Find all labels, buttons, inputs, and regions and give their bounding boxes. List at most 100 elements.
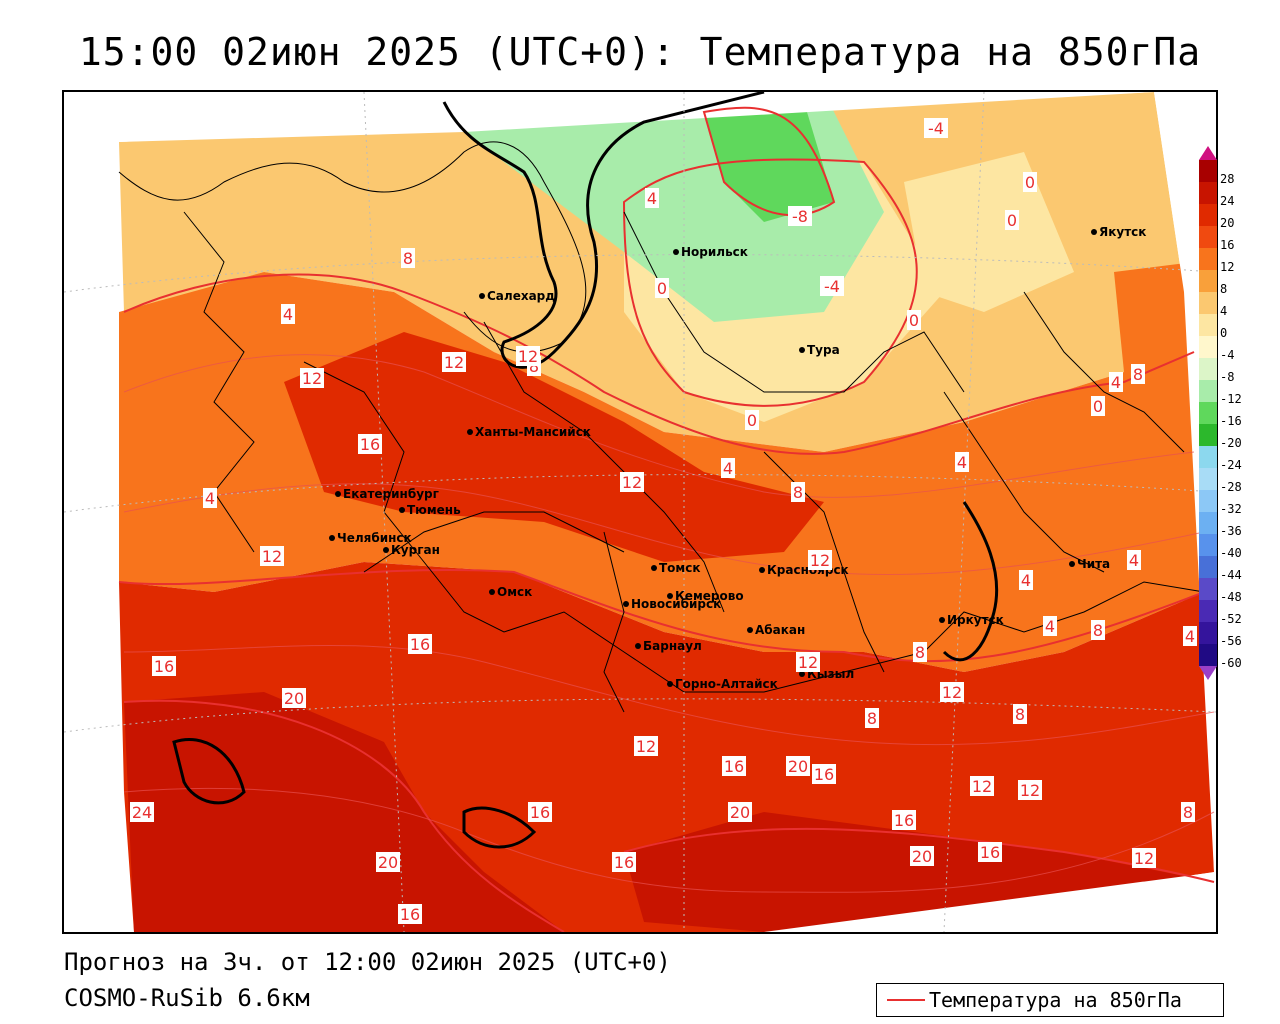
major-coastlines (172, 92, 999, 849)
colorbar-segment (1199, 468, 1217, 490)
colorbar-segment (1199, 380, 1217, 402)
isotherm-value: 12 (798, 653, 818, 672)
city-label: Салехард (487, 289, 555, 303)
city-label: Якутск (1099, 225, 1146, 239)
isotherm-value: -8 (792, 207, 808, 226)
isotherm-label: 0 (745, 410, 759, 430)
city-14: Абакан (747, 623, 805, 637)
isotherm-value: 4 (723, 459, 733, 478)
isotherm-value: 16 (400, 905, 420, 924)
isotherm-label: 16 (612, 852, 636, 872)
colorbar-segment (1199, 292, 1217, 314)
isotherm-value: 8 (867, 709, 877, 728)
isotherm-label: 4 (281, 304, 295, 324)
isotherm-value: 12 (810, 551, 830, 570)
isotherm-label: 12 (442, 352, 466, 372)
isotherm-value: 16 (530, 803, 550, 822)
isotherm-value: -4 (928, 119, 944, 138)
colorbar-segment (1199, 270, 1217, 292)
isotherm-label: 4 (1127, 550, 1141, 570)
colorbar-tick-label: -56 (1220, 634, 1242, 648)
isotherm-label: 4 (1183, 626, 1197, 646)
city-label: Курган (391, 543, 440, 557)
isotherm-value: 8 (1015, 705, 1025, 724)
city-label: Абакан (755, 623, 805, 637)
isotherm-value: 16 (360, 435, 380, 454)
isotherm-value: 12 (622, 473, 642, 492)
isotherm-value: 16 (410, 635, 430, 654)
colorbar-segment (1199, 182, 1217, 204)
city-label: Новосибирск (631, 597, 721, 611)
colorbar-tick-label: -20 (1220, 436, 1242, 450)
isotherm-value: 4 (957, 453, 967, 472)
colorbar-segment (1199, 490, 1217, 512)
colorbar-tick-label: -12 (1220, 392, 1242, 406)
colorbar-segment (1199, 644, 1217, 666)
city-label: Кемерово (675, 589, 744, 603)
city-marker (383, 547, 389, 553)
isotherm-value: 8 (403, 249, 413, 268)
page-title: 15:00 02июн 2025 (UTC+0): Температура на… (78, 30, 1202, 74)
colorbar-tick-label: -52 (1220, 612, 1242, 626)
isotherm-label: 8 (401, 248, 415, 268)
isotherm-label: 8 (1013, 704, 1027, 724)
colorbar-segment (1199, 314, 1217, 336)
colorbar-tick-label: 4 (1220, 304, 1228, 318)
city-18: Иркутск (939, 613, 1004, 627)
colorbar-segment (1199, 534, 1217, 556)
colorbar-tick-label: 28 (1220, 172, 1235, 186)
city-markers: Норильск Якутск Салехард Тура Ханты-Мансийск… (329, 225, 1146, 691)
city-marker (651, 565, 657, 571)
isotherm-value: 20 (378, 853, 398, 872)
city-label: Норильск (681, 245, 748, 259)
isotherm-value: 24 (132, 803, 152, 822)
isotherm-label: 16 (358, 434, 382, 454)
isotherm-value: 16 (894, 811, 914, 830)
isotherm-value: 12 (972, 777, 992, 796)
isotherm-label: 4 (1019, 570, 1033, 590)
city-label: Екатеринбург (343, 487, 439, 501)
forecast-info: Прогноз на 3ч. от 12:00 02июн 2025 (UTC+… (64, 948, 671, 976)
isotherm-label: 4 (721, 458, 735, 478)
isotherm-value: 8 (1133, 365, 1143, 384)
isotherm-label: 12 (260, 546, 284, 566)
isotherm-label: 12 (970, 776, 994, 796)
isotherm-value: 0 (909, 311, 919, 330)
city-label: Тюмень (407, 503, 461, 517)
isotherm-label: 12 (1132, 848, 1156, 868)
field-hot-core (284, 332, 824, 562)
city-4: Ханты-Мансийск (467, 425, 591, 439)
isotherm-value: 20 (730, 803, 750, 822)
city-label: Красноярск (767, 563, 849, 577)
isotherm-value: 8 (793, 483, 803, 502)
isotherm-value: 12 (942, 683, 962, 702)
isotherm-value: 12 (1134, 849, 1154, 868)
colorbar-tick-label: -44 (1220, 568, 1242, 582)
city-marker (1091, 229, 1097, 235)
colorbar-segment (1199, 512, 1217, 534)
isotherm-value: 8 (1093, 621, 1103, 640)
model-name: COSMO-RuSib 6.6км (64, 984, 310, 1012)
isotherm-value: 12 (302, 369, 322, 388)
colorbar-tick-label: 24 (1220, 194, 1235, 208)
isotherm-label: 4 (1043, 616, 1057, 636)
colorbar-tick-label: 16 (1220, 238, 1235, 252)
isotherm-label: 4 (203, 488, 217, 508)
city-label: Омск (497, 585, 532, 599)
colorbar-tick-label: -40 (1220, 546, 1242, 560)
city-7: Челябинск (329, 531, 412, 545)
map-canvas: Норильск Якутск Салехард Тура Ханты-Мансийск… (64, 92, 1216, 932)
isotherm-label: 12 (634, 736, 658, 756)
series-legend-line (887, 999, 925, 1001)
colorbar-segment (1199, 446, 1217, 468)
city-marker (1069, 561, 1075, 567)
isotherm-label: 4 (955, 452, 969, 472)
city-10: Новосибирск (623, 597, 721, 611)
isotherm-value: 0 (747, 411, 757, 430)
isotherm-label: 16 (408, 634, 432, 654)
isotherm-value: 16 (614, 853, 634, 872)
isotherm-value: 4 (1045, 617, 1055, 636)
colorbar-tick-label: -24 (1220, 458, 1242, 472)
colorbar-tick-label: -4 (1220, 348, 1235, 362)
colorbar-segment (1199, 226, 1217, 248)
